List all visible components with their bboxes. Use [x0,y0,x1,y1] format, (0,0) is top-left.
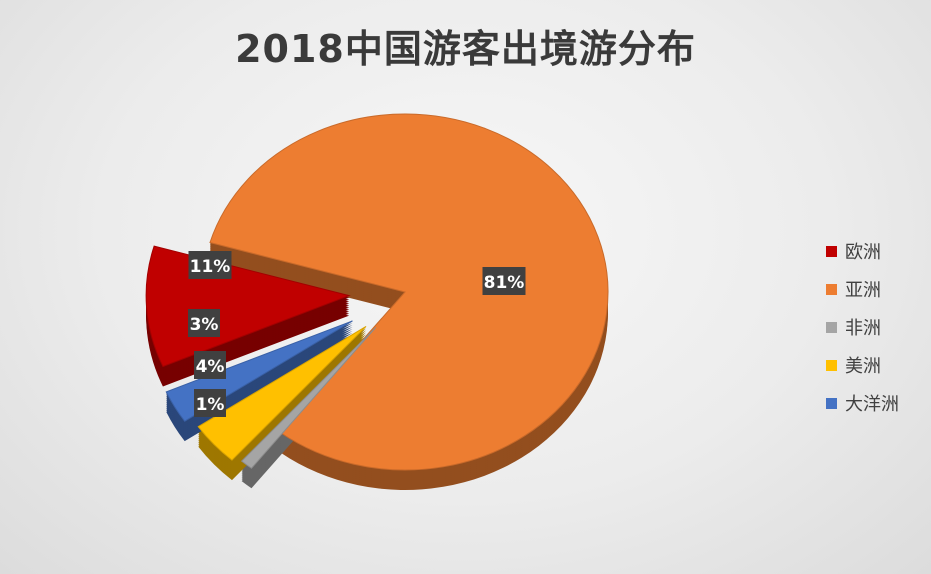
data-label-美洲: 4% [194,351,226,379]
data-label-亚洲: 81% [482,267,526,295]
legend-item-亚洲: 亚洲 [826,270,899,308]
legend-item-非洲: 非洲 [826,308,899,346]
legend-label: 非洲 [845,318,881,339]
legend-swatch [826,359,837,371]
chart-legend: 欧洲亚洲非洲美洲大洋洲 [826,232,899,422]
legend-item-欧洲: 欧洲 [826,232,899,270]
legend-item-美洲: 美洲 [826,346,899,384]
legend-label: 欧洲 [845,242,881,263]
svg-text:11%: 11% [190,257,231,277]
data-label-欧洲: 11% [188,251,232,279]
legend-item-大洋洲: 大洋洲 [826,384,899,422]
pie-slice-亚洲 [209,113,609,471]
svg-text:3%: 3% [190,315,219,335]
data-label-非洲: 1% [194,389,226,417]
data-label-大洋洲: 3% [188,309,220,337]
svg-text:81%: 81% [484,273,525,293]
legend-swatch [826,321,837,333]
pie-slice-美洲 [197,326,367,461]
legend-swatch [826,283,837,295]
legend-swatch [826,245,837,257]
legend-label: 亚洲 [845,280,881,301]
svg-text:1%: 1% [196,395,225,415]
legend-label: 大洋洲 [845,394,899,415]
pie-label-layer: 11% 81% 1% 4% 3% [188,251,526,417]
legend-label: 美洲 [845,356,881,377]
legend-swatch [826,397,837,409]
pie-slice-非洲 [240,327,377,469]
svg-text:4%: 4% [196,357,225,377]
chart-title: 2018中国游客出境游分布 [235,27,696,71]
